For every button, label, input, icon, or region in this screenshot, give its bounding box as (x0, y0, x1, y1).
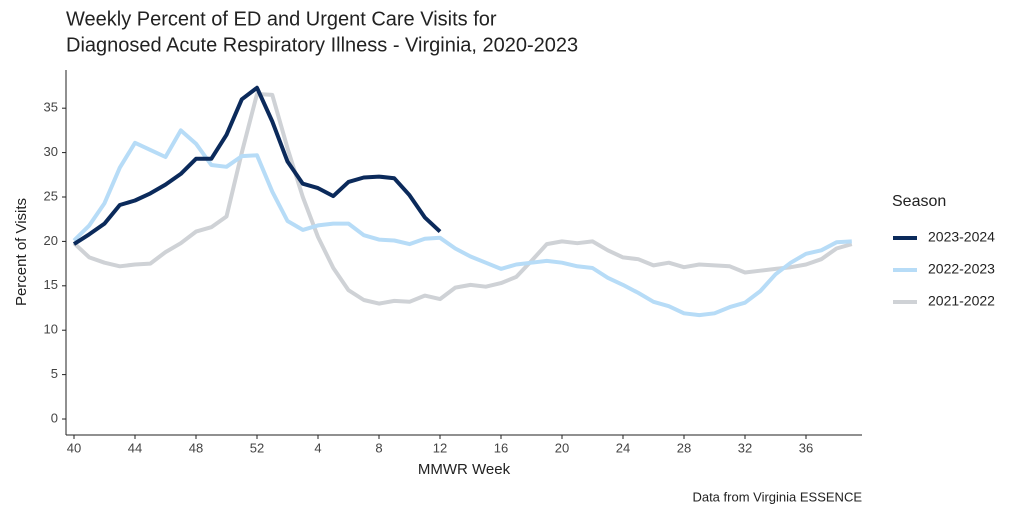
x-tick-label: 48 (189, 440, 203, 455)
x-tick-label: 8 (375, 440, 382, 455)
legend-label: 2021-2022 (928, 293, 995, 309)
x-tick-label: 36 (799, 440, 813, 455)
y-tick-label: 0 (51, 410, 58, 425)
y-axis-label: Percent of Visits (13, 198, 30, 306)
legend-title: Season (892, 193, 946, 210)
caption: Data from Virginia ESSENCE (692, 489, 862, 504)
chart-title: Diagnosed Acute Respiratory Illness - Vi… (66, 34, 578, 56)
legend-label: 2023-2024 (928, 229, 995, 245)
x-tick-label: 24 (616, 440, 630, 455)
y-tick-label: 10 (44, 322, 58, 337)
x-tick-label: 28 (677, 440, 691, 455)
x-tick-label: 40 (67, 440, 81, 455)
legend-label: 2022-2023 (928, 261, 995, 277)
series-line (72, 85, 442, 246)
chart-title: Weekly Percent of ED and Urgent Care Vis… (66, 8, 497, 30)
y-tick-label: 30 (44, 144, 58, 159)
x-tick-label: 16 (494, 440, 508, 455)
x-tick-label: 44 (128, 440, 142, 455)
series-line (72, 92, 853, 306)
x-tick-label: 4 (314, 440, 321, 455)
series-line (72, 128, 852, 318)
x-tick-label: 52 (250, 440, 264, 455)
y-tick-label: 15 (44, 277, 58, 292)
x-axis-label: MMWR Week (418, 461, 511, 478)
y-tick-label: 20 (44, 233, 58, 248)
y-tick-label: 5 (51, 366, 58, 381)
y-tick-label: 35 (44, 100, 58, 115)
y-tick-label: 25 (44, 188, 58, 203)
x-tick-label: 32 (738, 440, 752, 455)
x-tick-label: 20 (555, 440, 569, 455)
x-tick-label: 12 (433, 440, 447, 455)
